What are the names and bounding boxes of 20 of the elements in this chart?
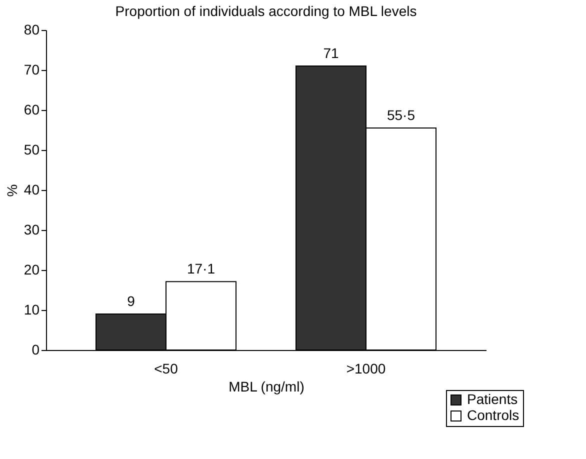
data-label: 17·1 xyxy=(186,260,216,277)
y-tick-label: 70 xyxy=(24,62,40,78)
legend-label: Patients xyxy=(467,391,518,407)
y-tick-label: 60 xyxy=(24,102,40,118)
data-label: 9 xyxy=(127,293,136,309)
y-tick-label: 30 xyxy=(24,222,40,238)
chart-title: Proportion of individuals according to MBL levels xyxy=(115,3,417,19)
y-axis-title: % xyxy=(4,184,20,197)
x-axis-title: MBL (ng/ml) xyxy=(228,378,304,394)
y-tick-label: 80 xyxy=(24,22,40,38)
y-tick-label: 20 xyxy=(24,262,40,278)
data-label: 55·5 xyxy=(386,107,416,123)
x-tick-label: >1000 xyxy=(346,360,386,376)
legend-label: Controls xyxy=(467,407,520,423)
y-tick-label: 40 xyxy=(24,182,40,198)
y-tick-label: 10 xyxy=(24,302,40,318)
y-tick-label: 50 xyxy=(24,142,40,158)
x-tick-label: <50 xyxy=(154,360,178,376)
data-label: 71 xyxy=(323,45,339,61)
y-tick-label: 0 xyxy=(32,342,40,358)
